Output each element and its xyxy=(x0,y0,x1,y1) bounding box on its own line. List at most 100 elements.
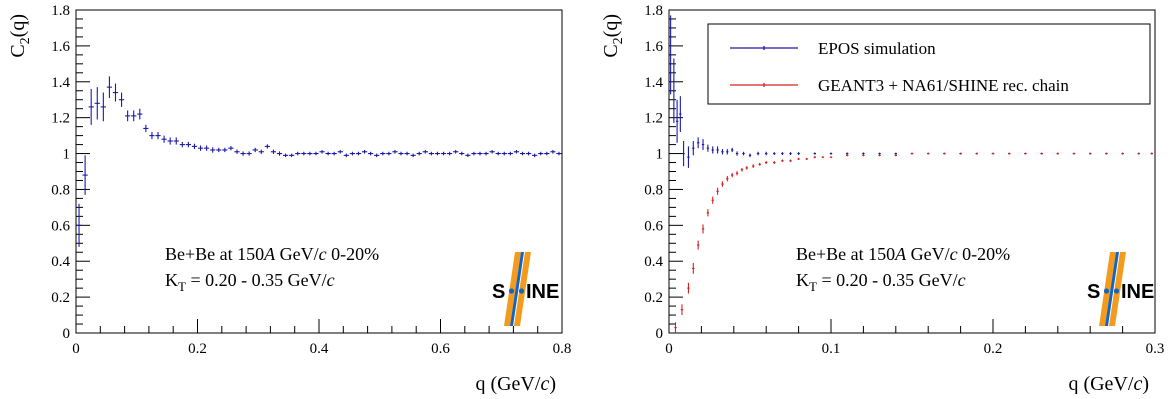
right-panel: 0 0.2 0.4 0.6 0.8 1 1.2 1.4 1.6 1.8 0 0.1 0.2 0.3 q (G… xyxy=(600,3,1165,395)
data-point xyxy=(672,58,676,124)
annotation-text: 0-20% xyxy=(327,244,380,264)
data-point xyxy=(161,135,167,143)
annotation-text: A xyxy=(263,244,276,264)
data-point xyxy=(711,196,714,204)
data-point xyxy=(680,304,684,316)
legend-entry: EPOS simulation xyxy=(730,39,936,58)
data-point xyxy=(343,153,349,158)
data-point xyxy=(507,151,513,156)
annotation-line-1: Be+Be at 150A GeV/c 0-20% xyxy=(796,244,1010,264)
data-point xyxy=(846,152,849,155)
data-point xyxy=(246,151,252,156)
data-point xyxy=(252,147,258,153)
logo-text-s: S xyxy=(1087,281,1100,303)
y-axis-label: C2(q) xyxy=(600,14,626,58)
data-point xyxy=(118,92,125,107)
y-tick-label: 1.6 xyxy=(51,39,70,55)
data-point xyxy=(821,156,825,159)
data-point xyxy=(289,153,295,158)
logo-dot-2 xyxy=(1113,288,1120,294)
data-point xyxy=(434,151,441,156)
x-tick-label: 0.3 xyxy=(1146,341,1165,357)
series-0 xyxy=(76,76,562,247)
data-point xyxy=(701,139,705,150)
data-point xyxy=(773,152,776,155)
x-tick-label: 0.2 xyxy=(188,341,207,357)
data-point xyxy=(862,152,865,155)
data-point xyxy=(1150,152,1153,155)
data-point xyxy=(735,151,739,156)
data-point xyxy=(758,162,761,166)
data-point xyxy=(696,137,700,149)
annotation-text: 0-20% xyxy=(958,244,1011,264)
data-point xyxy=(410,153,416,158)
data-point xyxy=(216,147,222,153)
data-point xyxy=(295,151,301,156)
data-point xyxy=(927,152,930,155)
logo-dot-1 xyxy=(508,288,515,294)
data-point xyxy=(361,149,368,154)
annotation-text: GeV/ xyxy=(906,244,950,264)
data-point xyxy=(742,151,745,156)
y-tick-label: 0.2 xyxy=(644,290,663,306)
annotation-text: T xyxy=(809,279,817,294)
data-point xyxy=(1105,152,1108,155)
data-point xyxy=(234,149,240,154)
annotation-text: = 0.20 - 0.35 GeV/ xyxy=(817,270,958,290)
data-point xyxy=(773,161,776,164)
logo-text-s: S xyxy=(492,281,505,303)
data-point xyxy=(1089,152,1092,155)
y-tick-label: 0.8 xyxy=(51,182,70,198)
y-axis-label-main: C xyxy=(7,44,29,57)
data-point xyxy=(740,167,744,172)
y-tick-label: 1.4 xyxy=(644,75,663,91)
data-point xyxy=(943,152,946,155)
y-tick-label: 1 xyxy=(656,147,664,163)
annotation-line-2: KT = 0.20 - 0.35 GeV/c xyxy=(165,270,335,294)
data-point xyxy=(1137,152,1140,155)
data-point xyxy=(701,224,705,234)
y-tick-label: 0.4 xyxy=(644,254,663,270)
data-point xyxy=(471,151,477,156)
data-point xyxy=(404,151,410,156)
series-1 xyxy=(674,152,1153,333)
data-point xyxy=(453,149,459,154)
data-point xyxy=(489,149,495,154)
logo-text-ine: INE xyxy=(1121,281,1154,303)
data-point xyxy=(1072,152,1076,155)
data-point xyxy=(910,152,914,155)
data-point xyxy=(459,151,465,156)
data-point xyxy=(222,147,228,153)
data-point xyxy=(149,132,155,140)
data-point xyxy=(185,141,191,148)
legend-label: EPOS simulation xyxy=(818,39,936,58)
data-point xyxy=(477,151,483,156)
annotation-text: A xyxy=(894,244,907,264)
x-axis-label-c: c xyxy=(540,373,549,394)
logo-stripe-2 xyxy=(1105,252,1119,326)
data-point xyxy=(878,154,881,157)
data-point xyxy=(465,153,471,158)
data-point xyxy=(349,151,356,156)
data-point xyxy=(210,147,216,153)
data-point xyxy=(282,153,289,158)
data-point xyxy=(513,149,520,154)
y-tick-label: 0.4 xyxy=(51,254,70,270)
data-point xyxy=(1040,152,1043,155)
data-point xyxy=(797,157,800,161)
data-point xyxy=(726,149,729,155)
data-point xyxy=(440,151,447,156)
data-point xyxy=(789,159,792,162)
data-point xyxy=(167,137,173,145)
data-point xyxy=(829,152,833,155)
data-point xyxy=(975,152,978,155)
y-axis-label-tail: (q) xyxy=(600,14,622,37)
x-tick-label: 0.4 xyxy=(310,341,329,357)
data-point xyxy=(258,149,264,154)
shine-logo: S INE xyxy=(1087,252,1154,326)
data-point xyxy=(781,159,784,162)
data-point xyxy=(355,151,362,156)
annotation-text: c xyxy=(958,270,966,290)
data-point xyxy=(789,152,792,155)
